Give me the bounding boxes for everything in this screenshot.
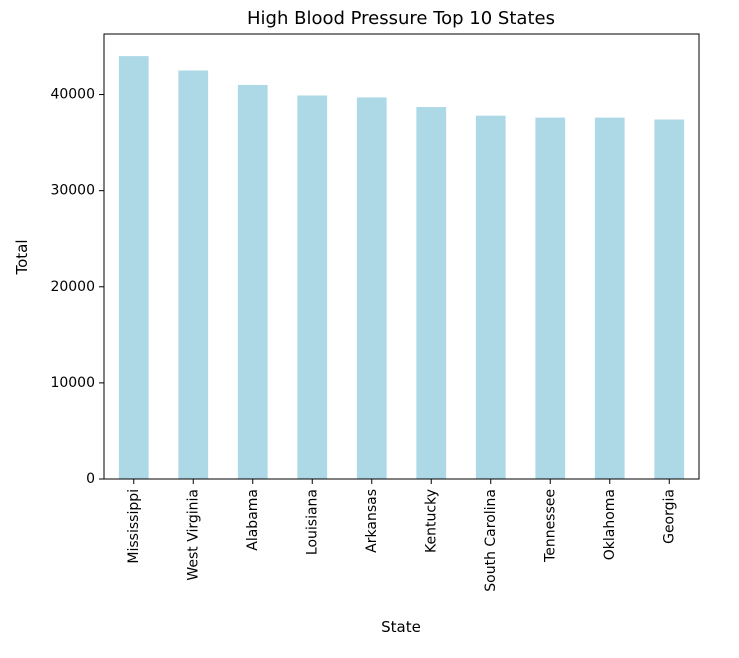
x-tick-label: Oklahoma [602, 489, 618, 560]
x-tick-label: Alabama [245, 489, 261, 551]
y-axis: 0 10000 20000 30000 40000 [50, 87, 104, 487]
chart-title: High Blood Pressure Top 10 States [247, 8, 555, 29]
x-tick-label: West Virginia [185, 489, 201, 581]
x-tick-label: Louisiana [304, 489, 320, 555]
bar-louisiana [297, 95, 328, 479]
bars-group [118, 56, 685, 480]
x-tick-label: Kentucky [423, 489, 439, 553]
bar-south-carolina [475, 115, 506, 479]
y-tick-label: 30000 [50, 183, 95, 199]
y-axis-title: Total [13, 239, 31, 275]
x-axis: Mississippi West Virginia Alabama Louisiana… [126, 479, 677, 592]
plot-frame [103, 33, 700, 480]
bar-alabama [237, 84, 268, 479]
bar-oklahoma [594, 117, 625, 480]
bar-west-virginia [178, 70, 209, 480]
x-tick-label: Tennessee [542, 489, 558, 563]
y-tick-label: 0 [86, 471, 95, 487]
y-tick-label: 10000 [50, 375, 95, 391]
x-axis-title: State [381, 618, 421, 636]
y-tick-label: 20000 [50, 279, 95, 295]
bar-mississippi [118, 56, 149, 480]
x-tick-label: Georgia [661, 489, 677, 544]
bar-georgia [654, 119, 685, 479]
bar-arkansas [356, 97, 387, 480]
x-tick-label: Mississippi [126, 489, 142, 564]
bar-tennessee [535, 117, 566, 480]
bar-kentucky [416, 107, 447, 480]
x-tick-label: South Carolina [483, 489, 499, 592]
y-tick-label: 40000 [50, 87, 95, 103]
x-tick-label: Arkansas [364, 489, 380, 553]
